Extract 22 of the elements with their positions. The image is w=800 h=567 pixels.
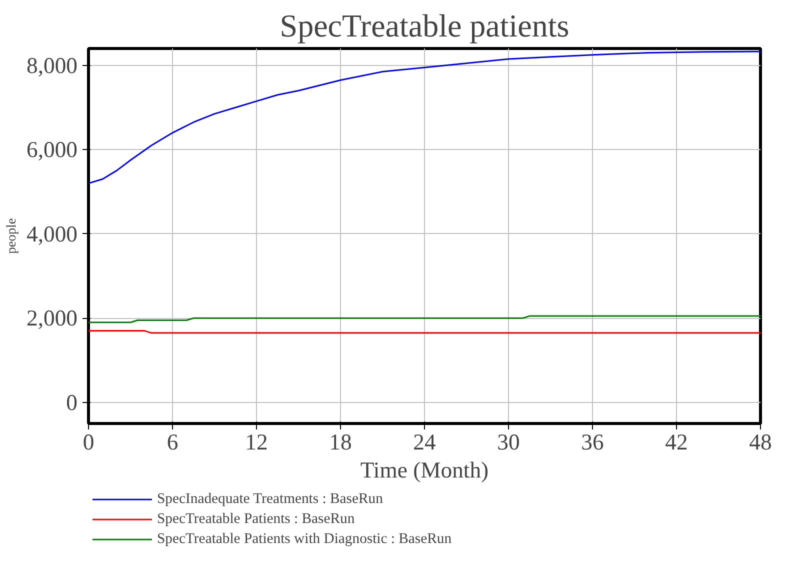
- x-tick-label: 12: [245, 430, 268, 454]
- legend-label: SpecTreatable Patients with Diagnostic : BaseRun: [157, 530, 452, 548]
- x-tick-label: 42: [665, 430, 688, 454]
- x-tick-label: 30: [497, 430, 520, 454]
- x-tick-label: 24: [413, 430, 436, 454]
- x-axis-title: Time (Month): [360, 458, 489, 482]
- x-tick-label: 48: [749, 430, 772, 454]
- x-tick-label: 6: [166, 430, 178, 454]
- line-series: [88, 50, 760, 184]
- line-series: [88, 315, 760, 324]
- y-tick-label: 6,000: [26, 137, 78, 162]
- x-tick-label: 18: [329, 430, 352, 454]
- legend-label: SpecInadequate Treatments : BaseRun: [157, 490, 383, 508]
- y-axis-title: people: [4, 218, 19, 254]
- legend-label: SpecTreatable Patients : BaseRun: [157, 510, 355, 528]
- x-tick-label: 36: [581, 430, 604, 454]
- y-tick-label: 0: [66, 390, 78, 415]
- y-tick-label: 8,000: [26, 52, 78, 78]
- chart-title: SpecTreatable patients: [280, 8, 570, 44]
- y-tick-label: 4,000: [26, 221, 78, 246]
- y-tick-label: 2,000: [26, 306, 78, 331]
- x-tick-label: 0: [82, 430, 94, 454]
